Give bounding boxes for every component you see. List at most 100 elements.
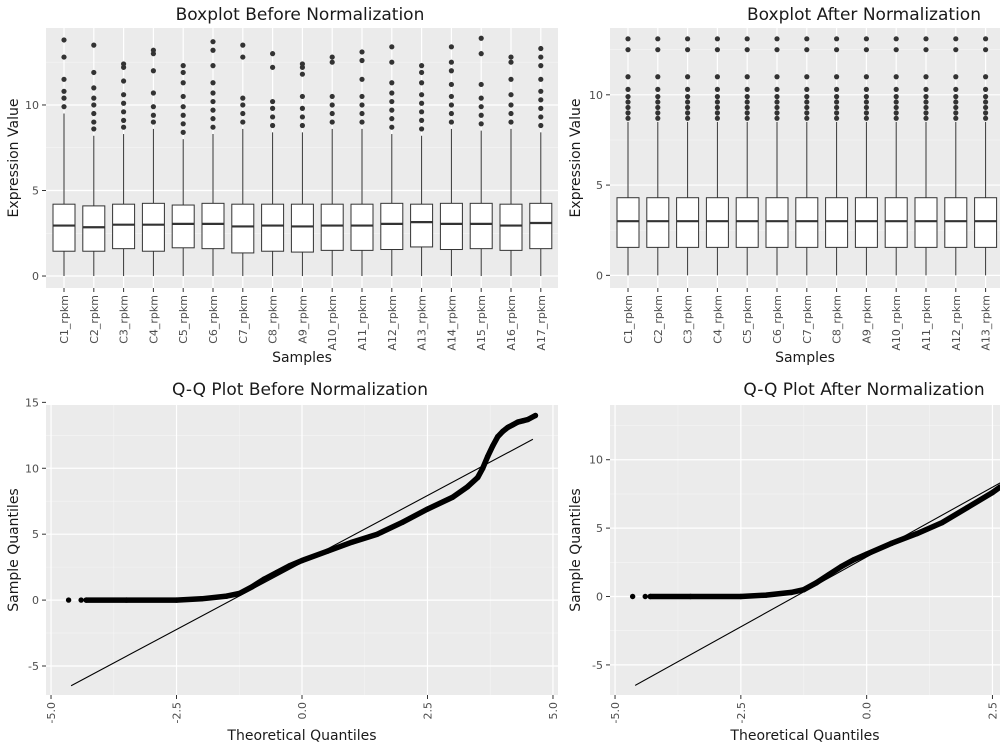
outlier-point: [625, 115, 631, 121]
outlier-point: [448, 110, 454, 117]
x-tick-label: C7_rpkm: [237, 295, 250, 344]
outlier-point: [210, 63, 216, 69]
outlier-point: [389, 90, 395, 96]
x-tick-label: A10_rpkm: [326, 295, 339, 351]
outlier-point: [419, 92, 425, 98]
box-C2_rpkm: [646, 36, 670, 276]
chart-title: Boxplot After Normalization: [747, 5, 981, 25]
outlier-point: [210, 39, 216, 45]
outlier-point: [923, 74, 929, 80]
x-tick-label: A10_rpkm: [890, 295, 903, 351]
box-A12_rpkm: [380, 44, 404, 277]
outlier-point: [538, 122, 544, 129]
box-iqr: [439, 202, 463, 251]
outlier-point: [834, 74, 840, 80]
outlier-point: [625, 94, 631, 100]
sample-quantile-point: [738, 593, 744, 600]
sample-quantile-point: [520, 418, 526, 424]
x-axis-title: Samples: [272, 350, 332, 366]
outlier-point: [359, 119, 365, 125]
outlier-point: [744, 86, 750, 92]
outlier-point: [359, 110, 365, 117]
qq-marks: [629, 482, 1000, 686]
outlier-point: [774, 99, 780, 105]
boxplot-after-chart: Boxplot After Normalization Expression Va…: [568, 5, 1000, 366]
outlier-point: [983, 36, 989, 42]
x-tick-label: C2_rpkm: [652, 295, 665, 344]
box-C7_rpkm: [231, 42, 255, 277]
outlier-point: [478, 51, 484, 57]
outlier-point: [150, 112, 156, 118]
box-iqr: [52, 203, 76, 252]
outlier-point: [923, 115, 929, 121]
outlier-point: [359, 102, 365, 108]
outlier-point: [655, 104, 661, 111]
outlier-point: [744, 104, 750, 111]
outlier-point: [210, 124, 216, 130]
outlier-point: [774, 115, 780, 121]
y-tick-label: 15: [25, 396, 39, 409]
box-A12_rpkm: [944, 36, 968, 276]
outlier-point: [744, 99, 750, 105]
outlier-point: [714, 115, 720, 121]
outlier-point: [270, 105, 276, 111]
sample-quantile-point: [485, 453, 491, 460]
outlier-point: [774, 94, 780, 100]
outlier-point: [983, 99, 989, 105]
outlier-point: [655, 47, 661, 53]
outlier-point: [834, 94, 840, 100]
x-tick-label: 2.5: [421, 702, 434, 720]
outlier-point: [685, 86, 691, 92]
box-iqr: [676, 197, 700, 248]
outlier-point: [685, 110, 691, 116]
outlier-point: [685, 47, 691, 53]
x-tick-label: A16_rpkm: [505, 295, 518, 351]
y-tick-label: 0: [596, 269, 603, 282]
x-tick-label: C1_rpkm: [58, 295, 71, 344]
sample-quantile-point: [65, 597, 72, 603]
box-C8_rpkm: [261, 51, 285, 277]
outlier-point: [625, 86, 631, 92]
outlier-point: [923, 36, 929, 42]
outlier-point: [329, 119, 335, 125]
y-tick-label: 0: [32, 270, 39, 283]
outlier-point: [893, 115, 899, 121]
outlier-point: [389, 80, 395, 86]
outlier-point: [744, 36, 750, 42]
outlier-point: [863, 36, 869, 42]
outlier-point: [714, 74, 720, 80]
qq-after-chart: Q-Q Plot After Normalization Sample Quant…: [568, 380, 1000, 744]
outlier-point: [983, 115, 989, 121]
outlier-point: [150, 119, 156, 125]
y-tick-label: 10: [25, 462, 39, 475]
outlier-point: [240, 54, 246, 60]
outlier-point: [863, 104, 869, 111]
box-C2_rpkm: [82, 42, 106, 277]
outlier-point: [121, 124, 127, 130]
outlier-point: [834, 99, 840, 105]
outlier-point: [478, 112, 484, 118]
x-tick-label: C3_rpkm: [682, 295, 695, 344]
plot-background: [610, 405, 1000, 695]
outlier-point: [299, 93, 305, 100]
box-iqr: [884, 197, 908, 248]
outlier-point: [714, 47, 720, 53]
box-C1_rpkm: [52, 37, 76, 277]
outlier-point: [953, 36, 959, 42]
x-tick-label: C6_rpkm: [207, 295, 220, 344]
outlier-point: [774, 110, 780, 116]
y-tick-label: 5: [596, 179, 603, 192]
outlier-point: [655, 115, 661, 121]
box-A15_rpkm: [469, 35, 493, 277]
outlier-point: [923, 86, 929, 92]
sample-quantile-point: [964, 504, 970, 511]
boxplot-after-panel: Boxplot After Normalization Expression Va…: [562, 0, 1000, 375]
outlier-point: [893, 47, 899, 53]
outlier-point: [863, 86, 869, 92]
sample-quantile-point: [515, 419, 521, 425]
box-A10_rpkm: [320, 54, 344, 277]
x-tick-label: A9_rpkm: [860, 295, 873, 344]
outlier-point: [804, 99, 810, 105]
sample-quantile-point: [224, 593, 230, 599]
outlier-point: [834, 47, 840, 53]
